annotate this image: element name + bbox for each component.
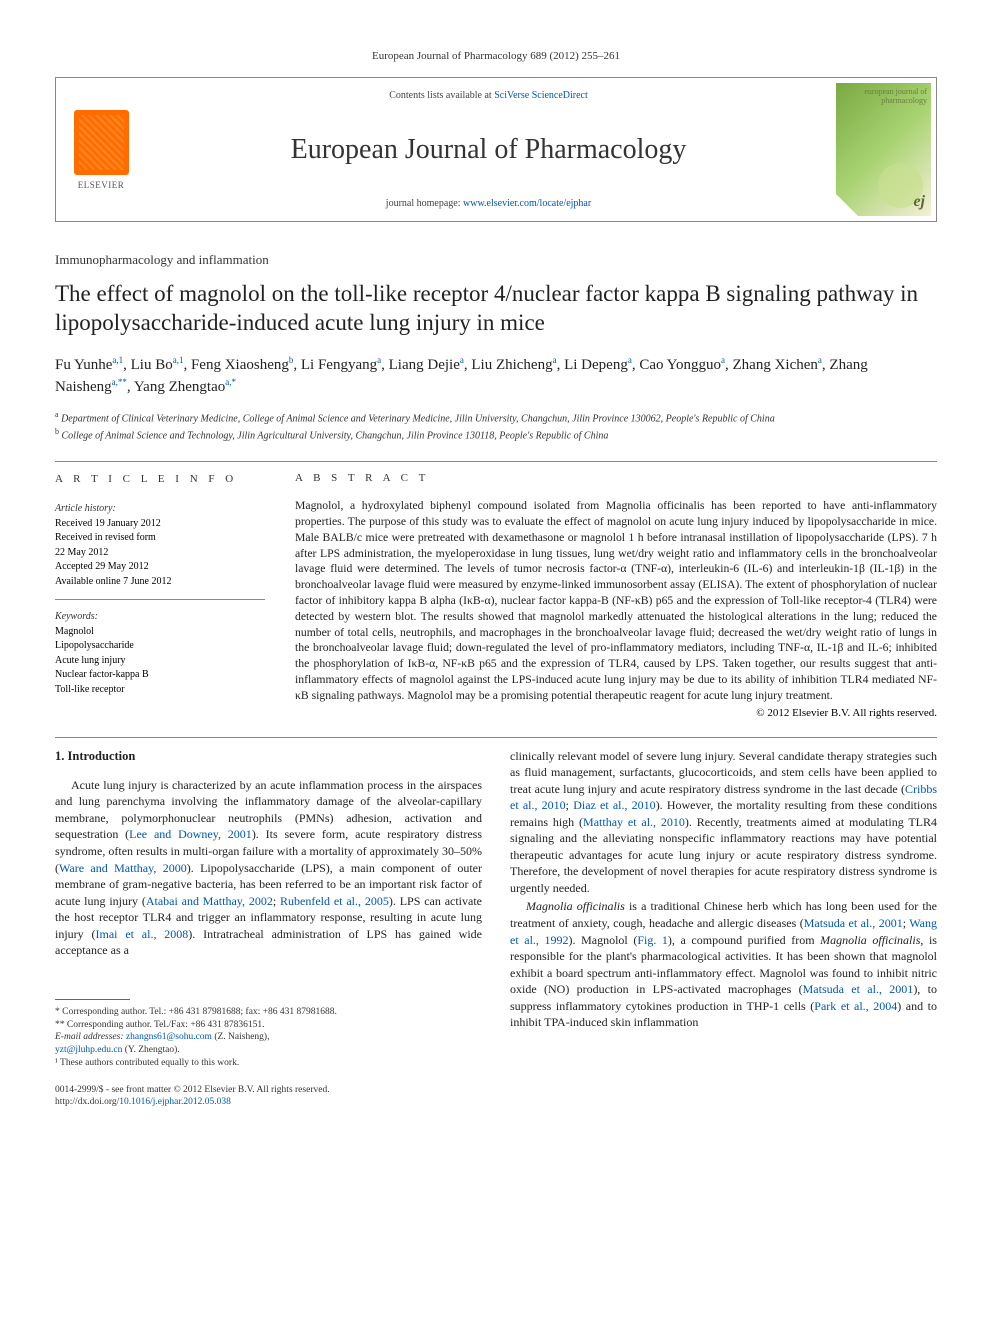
paragraph: Magnolia officinalis is a traditional Ch… xyxy=(510,898,937,1030)
article-info-label: A R T I C L E I N F O xyxy=(55,472,265,488)
history-line: 22 May 2012 xyxy=(55,546,265,561)
paragraph: Acute lung injury is characterized by an… xyxy=(55,777,482,959)
divider xyxy=(55,461,937,462)
authors: Fu Yunhea,1, Liu Boa,1, Feng Xiaoshengb,… xyxy=(55,354,937,399)
body-text: 1. Introduction Acute lung injury is cha… xyxy=(55,748,937,1109)
affiliations: a Department of Clinical Veterinary Medi… xyxy=(55,409,937,444)
abstract-text: Magnolol, a hydroxylated biphenyl compou… xyxy=(295,498,937,703)
history-line: Accepted 29 May 2012 xyxy=(55,560,265,575)
article-title: The effect of magnolol on the toll-like … xyxy=(55,280,937,338)
right-column: clinically relevant model of severe lung… xyxy=(510,748,937,1109)
corresponding-author-2: ** Corresponding author. Tel./Fax: +86 4… xyxy=(55,1019,482,1032)
section-heading: 1. Introduction xyxy=(55,748,482,765)
page-curl-icon xyxy=(836,194,858,216)
reference-link[interactable]: Matsuda et al., 2001 xyxy=(804,916,903,930)
abstract: A B S T R A C T Magnolol, a hydroxylated… xyxy=(295,472,937,718)
equal-contribution: ¹ These authors contributed equally to t… xyxy=(55,1057,482,1070)
keyword: Acute lung injury xyxy=(55,654,265,669)
email-line-2: yzt@jluhp.edu.cn (Y. Zhengtao). xyxy=(55,1044,482,1057)
reference-link[interactable]: Matsuda et al., 2001 xyxy=(803,982,914,996)
history-heading: Article history: xyxy=(55,502,265,517)
journal-name: European Journal of Pharmacology xyxy=(291,134,687,166)
reference-link[interactable]: Atabai and Matthay, 2002 xyxy=(146,894,273,908)
cover-monogram: ej xyxy=(913,193,925,211)
email-link-2[interactable]: yzt@jluhp.edu.cn xyxy=(55,1045,122,1055)
elsevier-tree-icon xyxy=(74,110,129,175)
masthead: ELSEVIER Contents lists available at Sci… xyxy=(55,77,937,222)
masthead-center: Contents lists available at SciVerse Sci… xyxy=(146,78,831,221)
reference-link[interactable]: Diaz et al., 2010 xyxy=(573,798,656,812)
email-who-2: (Y. Zhengtao). xyxy=(125,1045,180,1055)
reference-link[interactable]: Ware and Matthay, 2000 xyxy=(59,861,187,875)
contents-available: Contents lists available at SciVerse Sci… xyxy=(389,90,588,101)
contents-prefix: Contents lists available at xyxy=(389,90,494,101)
journal-cover-thumbnail[interactable]: ej xyxy=(836,83,931,216)
doi-prefix: http://dx.doi.org/ xyxy=(55,1097,119,1107)
article-info: A R T I C L E I N F O Article history: R… xyxy=(55,472,265,718)
footnotes: * Corresponding author. Tel.: +86 431 87… xyxy=(55,1006,482,1070)
keyword: Nuclear factor-kappa B xyxy=(55,668,265,683)
page: European Journal of Pharmacology 689 (20… xyxy=(0,0,992,1159)
keyword: Lipopolysaccharide xyxy=(55,639,265,654)
issn-line: 0014-2999/$ - see front matter © 2012 El… xyxy=(55,1084,482,1096)
email-addresses: E-mail addresses: zhangns61@sohu.com (Z.… xyxy=(55,1031,482,1044)
reference-link[interactable]: Park et al., 2004 xyxy=(814,999,897,1013)
reference-link[interactable]: Imai et al., 2008 xyxy=(96,927,189,941)
homepage-link[interactable]: www.elsevier.com/locate/ejphar xyxy=(463,198,591,209)
publisher-name: ELSEVIER xyxy=(78,180,125,190)
paragraph: clinically relevant model of severe lung… xyxy=(510,748,937,897)
abstract-label: A B S T R A C T xyxy=(295,472,937,484)
doi-line: http://dx.doi.org/10.1016/j.ejphar.2012.… xyxy=(55,1096,482,1108)
history-line: Received 19 January 2012 xyxy=(55,517,265,532)
info-abstract-row: A R T I C L E I N F O Article history: R… xyxy=(55,472,937,718)
running-header: European Journal of Pharmacology 689 (20… xyxy=(55,50,937,62)
reference-link[interactable]: Rubenfeld et al., 2005 xyxy=(280,894,389,908)
history-line: Received in revised form xyxy=(55,531,265,546)
left-column: 1. Introduction Acute lung injury is cha… xyxy=(55,748,482,1109)
reference-link[interactable]: Fig. 1 xyxy=(637,933,668,947)
keyword: Toll-like receptor xyxy=(55,683,265,698)
keyword: Magnolol xyxy=(55,625,265,640)
doi-link[interactable]: 10.1016/j.ejphar.2012.05.038 xyxy=(119,1097,231,1107)
journal-homepage: journal homepage: www.elsevier.com/locat… xyxy=(386,198,591,209)
email-label: E-mail addresses: xyxy=(55,1032,124,1042)
corresponding-author-1: * Corresponding author. Tel.: +86 431 87… xyxy=(55,1006,482,1019)
sciencedirect-link[interactable]: SciVerse ScienceDirect xyxy=(494,90,588,101)
history-line: Available online 7 June 2012 xyxy=(55,575,265,590)
reference-link[interactable]: Matthay et al., 2010 xyxy=(583,815,685,829)
bottom-metadata: 0014-2999/$ - see front matter © 2012 El… xyxy=(55,1084,482,1109)
reference-link[interactable]: Lee and Downey, 2001 xyxy=(129,827,252,841)
homepage-prefix: journal homepage: xyxy=(386,198,463,209)
keywords-heading: Keywords: xyxy=(55,610,265,625)
divider xyxy=(55,737,937,738)
article-type: Immunopharmacology and inflammation xyxy=(55,252,937,268)
keywords-block: Keywords: MagnololLipopolysaccharideAcut… xyxy=(55,610,265,697)
footnote-separator xyxy=(55,999,130,1000)
publisher-logo[interactable]: ELSEVIER xyxy=(56,78,146,221)
abstract-copyright: © 2012 Elsevier B.V. All rights reserved… xyxy=(295,707,937,719)
article-history: Article history: Received 19 January 201… xyxy=(55,502,265,600)
email-link-1[interactable]: zhangns61@sohu.com xyxy=(126,1032,212,1042)
email-who-1: (Z. Naisheng), xyxy=(214,1032,269,1042)
